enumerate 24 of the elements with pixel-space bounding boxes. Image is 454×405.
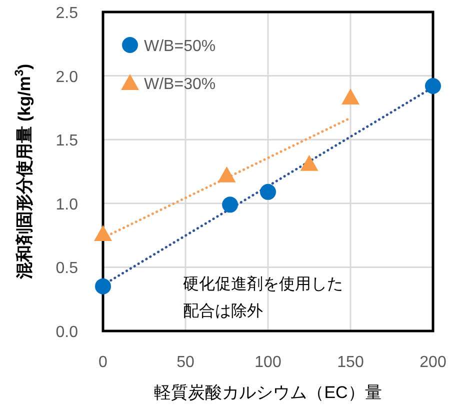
x-tick-label: 150 — [337, 354, 364, 371]
point — [222, 196, 238, 213]
y-tick-label: 1.0 — [56, 196, 78, 214]
point — [260, 184, 276, 200]
point — [218, 166, 236, 182]
x-tick-label: 50 — [176, 354, 194, 371]
x-tick-label: 100 — [254, 354, 282, 371]
y-tick-label: 1.5 — [56, 132, 78, 150]
y-tick-label: 0.0 — [56, 324, 78, 341]
y-tick-label: 2.0 — [56, 68, 78, 86]
legend-label: W/B=50% — [144, 38, 216, 55]
y-tick-label: 2.5 — [56, 5, 78, 22]
point — [95, 278, 111, 294]
annotation: 硬化促進剤を使用した — [183, 275, 343, 293]
x-tick-label: 0 — [98, 354, 108, 371]
y-tick-label: 0.5 — [56, 260, 78, 278]
point — [94, 225, 112, 242]
point — [425, 78, 441, 94]
point — [300, 154, 318, 171]
annotation: 配合は除外 — [183, 302, 263, 320]
legend-label: W/B=30% — [144, 76, 216, 93]
x-axis-title: 軽質炭酸カルシウム（EC）量 — [154, 383, 382, 402]
x-tick-label: 200 — [420, 354, 446, 371]
point — [342, 88, 360, 104]
